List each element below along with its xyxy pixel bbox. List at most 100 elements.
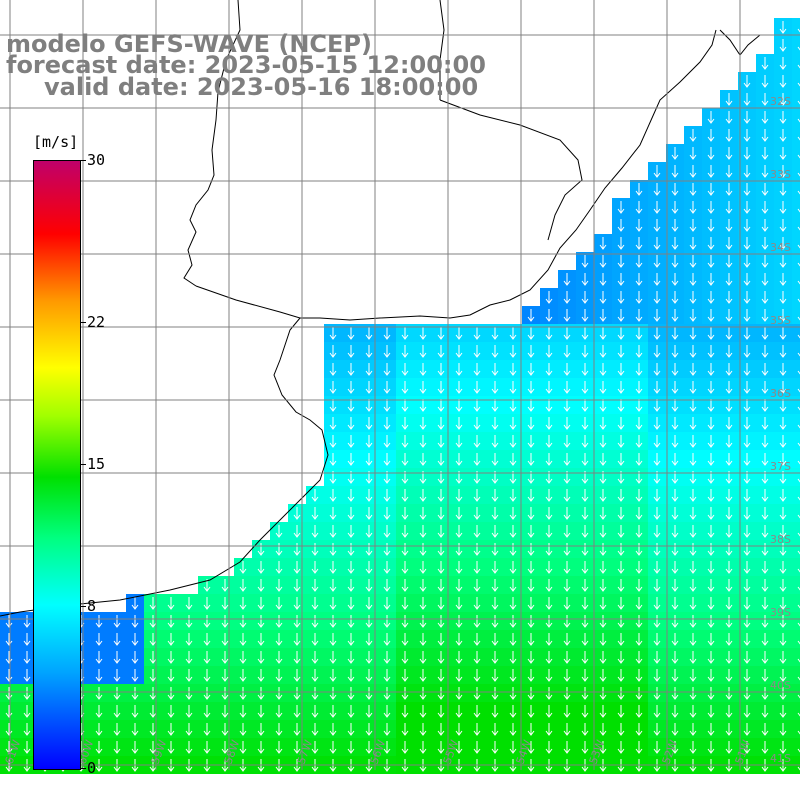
wind-arrow xyxy=(167,615,175,628)
wind-arrow xyxy=(509,615,517,628)
wind-arrow xyxy=(239,669,247,682)
latitude-label: 40S xyxy=(770,679,791,692)
wind-arrow xyxy=(743,237,751,250)
wind-arrow xyxy=(131,597,139,610)
wind-arrow xyxy=(401,399,409,412)
wind-arrow xyxy=(707,237,715,250)
wind-arrow xyxy=(419,417,427,430)
wind-arrow xyxy=(311,723,319,736)
wind-arrow xyxy=(473,705,481,718)
wind-arrow xyxy=(563,705,571,718)
wind-arrow xyxy=(311,507,319,520)
wind-arrow xyxy=(617,453,625,466)
wind-arrow xyxy=(743,579,751,592)
wind-arrow xyxy=(401,561,409,574)
wind-arrow xyxy=(419,561,427,574)
wind-speed-cell xyxy=(792,270,800,288)
wind-arrow xyxy=(725,597,733,610)
wind-arrow xyxy=(527,687,535,700)
wind-arrow xyxy=(653,561,661,574)
wind-arrow xyxy=(113,615,121,628)
wind-arrow xyxy=(527,561,535,574)
wind-arrow xyxy=(635,291,643,304)
wind-arrow xyxy=(635,219,643,232)
wind-arrow xyxy=(707,147,715,160)
wind-arrow xyxy=(581,561,589,574)
wind-arrow xyxy=(509,723,517,736)
wind-arrow xyxy=(401,615,409,628)
wind-speed-cell xyxy=(792,648,800,666)
wind-speed-cell xyxy=(792,216,800,234)
wind-arrow xyxy=(329,417,337,430)
wind-arrow xyxy=(581,417,589,430)
wind-arrow xyxy=(635,327,643,340)
wind-arrow xyxy=(239,741,247,754)
wind-arrow xyxy=(455,741,463,754)
wind-arrow xyxy=(473,453,481,466)
wind-arrow xyxy=(419,489,427,502)
wind-arrow xyxy=(599,417,607,430)
wind-arrow xyxy=(653,597,661,610)
wind-arrow xyxy=(185,705,193,718)
wind-arrow xyxy=(563,687,571,700)
wind-arrow xyxy=(635,651,643,664)
wind-arrow xyxy=(671,651,679,664)
wind-arrow xyxy=(617,489,625,502)
wind-arrow xyxy=(797,154,800,159)
wind-arrow xyxy=(797,118,800,123)
wind-arrow xyxy=(365,687,373,700)
wind-arrow xyxy=(563,579,571,592)
wind-arrow xyxy=(761,435,769,448)
wind-arrow xyxy=(779,543,787,556)
wind-arrow xyxy=(779,345,787,358)
wind-speed-cell xyxy=(792,54,800,72)
wind-arrow xyxy=(599,345,607,358)
wind-arrow xyxy=(167,651,175,664)
wind-arrow xyxy=(401,723,409,736)
wind-arrow xyxy=(491,525,499,538)
wind-arrow xyxy=(257,543,265,556)
wind-arrow xyxy=(401,417,409,430)
wind-arrow xyxy=(491,489,499,502)
wind-arrow xyxy=(293,597,301,610)
wind-arrow xyxy=(761,741,769,754)
wind-arrow xyxy=(275,687,283,700)
wind-arrow xyxy=(725,381,733,394)
wind-arrow xyxy=(347,453,355,466)
wind-arrow xyxy=(581,327,589,340)
wind-arrow xyxy=(437,507,445,520)
wind-arrow xyxy=(617,687,625,700)
wind-arrow xyxy=(545,345,553,358)
wind-arrow xyxy=(653,453,661,466)
wind-arrow xyxy=(311,633,319,646)
wind-arrow xyxy=(491,345,499,358)
wind-arrow xyxy=(437,345,445,358)
wind-arrow xyxy=(707,363,715,376)
wind-arrow xyxy=(5,669,13,682)
wind-arrow xyxy=(743,669,751,682)
wind-arrow xyxy=(23,633,31,646)
wind-arrow xyxy=(689,597,697,610)
wind-arrow xyxy=(455,381,463,394)
wind-arrow xyxy=(383,561,391,574)
wind-arrow xyxy=(725,723,733,736)
wind-speed-cell xyxy=(792,252,800,270)
wind-arrow xyxy=(779,111,787,124)
wind-arrow xyxy=(581,345,589,358)
wind-arrow xyxy=(671,579,679,592)
wind-arrow xyxy=(383,597,391,610)
wind-arrow xyxy=(671,615,679,628)
wind-arrow xyxy=(779,201,787,214)
wind-arrow xyxy=(599,687,607,700)
wind-arrow xyxy=(419,327,427,340)
wind-arrow xyxy=(617,723,625,736)
wind-arrow xyxy=(329,723,337,736)
wind-arrow xyxy=(761,507,769,520)
title-valid-date: valid date: 2023-05-16 18:00:00 xyxy=(44,73,479,101)
wind-arrow xyxy=(473,489,481,502)
wind-arrow xyxy=(131,669,139,682)
wind-arrow xyxy=(113,651,121,664)
wind-arrow xyxy=(437,327,445,340)
wind-arrow xyxy=(329,651,337,664)
wind-arrow xyxy=(437,615,445,628)
